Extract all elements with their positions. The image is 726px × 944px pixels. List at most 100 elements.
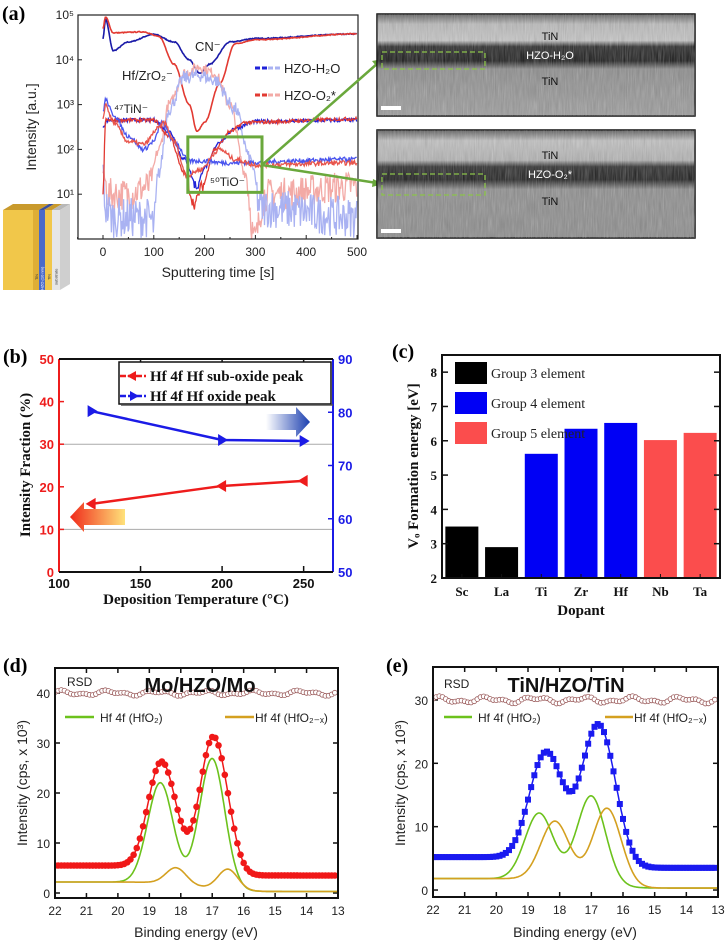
data-point xyxy=(133,844,141,852)
y-tick-label: 20 xyxy=(40,480,54,495)
x-tick-label: 250 xyxy=(293,576,315,591)
data-point xyxy=(607,752,614,759)
stack-top-hzo xyxy=(39,204,54,210)
legend-marker-suboxide xyxy=(127,371,136,381)
data-point xyxy=(439,854,446,861)
x-tick-label: 15 xyxy=(268,904,282,918)
data-point xyxy=(433,854,440,861)
data-point xyxy=(464,854,471,861)
data-point xyxy=(658,864,664,871)
data-point xyxy=(632,853,639,860)
y-tick-label: 10 xyxy=(40,522,54,537)
data-point xyxy=(680,864,687,871)
data-point xyxy=(610,768,617,775)
tem-label-hzo: HZO-O₂* xyxy=(528,169,573,181)
component-curve-0 xyxy=(55,757,338,893)
data-point xyxy=(702,864,709,871)
layer-hzo xyxy=(39,210,45,290)
data-point xyxy=(544,748,550,755)
data-point xyxy=(227,808,235,815)
panel-e-frame xyxy=(432,666,719,898)
series-line-1 xyxy=(102,16,357,132)
x-tick-label: Sc xyxy=(455,584,468,599)
panel-d-frame xyxy=(54,667,339,899)
data-point xyxy=(499,851,506,858)
bar-zr xyxy=(564,428,598,578)
data-point xyxy=(234,839,241,847)
y-tick-label: 8 xyxy=(431,365,438,380)
rsd-point xyxy=(712,696,718,703)
x-tick-label: 200 xyxy=(195,245,215,259)
connector-line-top xyxy=(261,62,379,166)
panel-label-d: (d) xyxy=(3,655,27,677)
panel-c-xlabel: Dopant xyxy=(557,603,605,619)
panel-a-xlabel: Sputtering time [s] xyxy=(162,264,275,280)
data-point xyxy=(537,754,544,761)
panel-b-xlabel: Deposition Temperature (°C) xyxy=(103,592,289,608)
data-point xyxy=(458,854,465,861)
layer-label-hzo: HZO (10 nm) xyxy=(40,266,45,290)
panel-e-ticks: 22 21 20 19 18 17 16 15 14 13 0 10 20 30 xyxy=(415,667,725,917)
y-tick-label: 10² xyxy=(57,142,74,156)
connector-line-bottom xyxy=(261,163,378,185)
zoom-connector-lines xyxy=(261,59,383,187)
data-point-marker xyxy=(218,433,229,446)
panel-b-ylabel: Intensity Fraction (%) xyxy=(18,393,34,537)
x-tick-label: 22 xyxy=(48,904,62,918)
data-point xyxy=(237,851,244,858)
device-stack-inset: TiN HZO (10 nm) TiN substrate xyxy=(3,204,70,290)
data-point xyxy=(202,751,210,759)
data-point xyxy=(629,847,636,854)
y-right-tick-label: 70 xyxy=(338,459,352,474)
data-point xyxy=(218,754,225,762)
scale-bar xyxy=(381,229,401,233)
data-point xyxy=(449,854,455,861)
y-tick-label: 30 xyxy=(40,437,54,452)
data-point xyxy=(518,819,525,826)
data-point xyxy=(149,779,156,786)
data-point-marker xyxy=(85,497,96,510)
data-point xyxy=(623,828,630,835)
x-tick-label: 200 xyxy=(211,576,233,591)
legend-label-hfo2: Hf 4f (HfO₂) xyxy=(478,711,541,725)
data-point xyxy=(436,854,443,861)
y-tick-label: 50 xyxy=(40,352,54,367)
data-point xyxy=(502,849,509,856)
data-point-marker xyxy=(297,474,308,487)
panel-e: (e) 22 21 20 19 18 17 16 15 14 13 0 10 20 30 RSD TiN/… xyxy=(386,655,725,940)
panel-e-series xyxy=(433,693,718,889)
data-point xyxy=(152,767,159,775)
legend-marker-oxide xyxy=(130,391,139,401)
y-right-tick-label: 90 xyxy=(338,352,352,367)
tem-label-tin-top: TiN xyxy=(542,31,559,43)
data-point xyxy=(177,817,185,825)
y-tick-label: 0 xyxy=(421,884,428,898)
data-point xyxy=(705,864,712,871)
y-tick-label: 40 xyxy=(37,687,51,701)
data-point xyxy=(673,864,680,871)
data-point xyxy=(613,784,620,791)
x-tick-label: 13 xyxy=(711,903,725,917)
x-tick-label: 100 xyxy=(144,245,164,259)
x-tick-label: 15 xyxy=(648,903,662,917)
data-point xyxy=(626,839,633,846)
panel-label-c: (c) xyxy=(392,341,414,363)
x-tick-label: 16 xyxy=(237,904,251,918)
panel-d-title: Mo/HZO/Mo xyxy=(144,675,255,697)
data-point xyxy=(654,864,661,871)
data-point xyxy=(171,793,178,801)
data-point-marker xyxy=(87,405,98,418)
data-point xyxy=(588,730,595,737)
x-tick-label: 19 xyxy=(143,904,157,918)
data-point xyxy=(664,864,671,871)
data-point xyxy=(136,835,144,842)
panel-b: (b) 100 150 200 250 0 10 20 30 40 50 50 60 70 80 90 Hf… xyxy=(3,346,352,608)
x-tick-label: Ti xyxy=(535,584,547,599)
data-point xyxy=(212,734,219,742)
y-tick-label: 3 xyxy=(431,537,438,552)
annotation-tin: ⁴⁷TiN⁻ xyxy=(114,102,148,116)
panel-c-ticks: Sc La Ti Zr Hf Nb Ta 2 3 4 5 6 7 8 xyxy=(431,365,720,599)
y-tick-label: 10³ xyxy=(57,98,74,112)
y-tick-label: 6 xyxy=(431,434,438,449)
panel-label-b: (b) xyxy=(3,346,27,368)
